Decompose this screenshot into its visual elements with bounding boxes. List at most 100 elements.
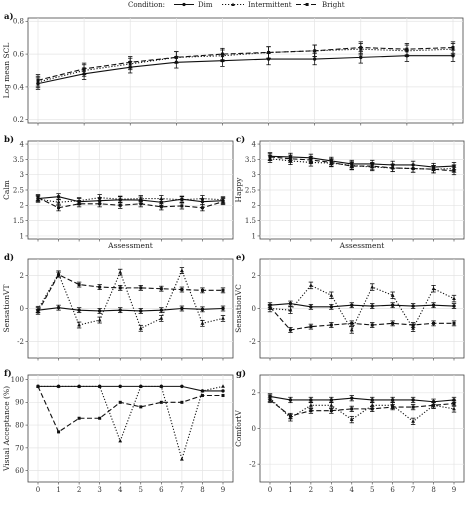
data-point [118, 197, 123, 201]
y-tick-label: 0.6 [13, 50, 25, 58]
data-point [370, 323, 374, 327]
data-point [98, 416, 102, 420]
panel-label: f) [4, 368, 12, 379]
x-tick-label: 0 [36, 486, 40, 494]
x-tick-label: 7 [411, 486, 415, 494]
x-tick-label: 3 [329, 486, 333, 494]
x-tick-label: 8 [431, 486, 435, 494]
data-point [221, 200, 225, 204]
panel-d: -2 0 2 d) SensationVT [2, 252, 234, 361]
data-point [36, 78, 40, 82]
data-point [221, 393, 225, 397]
legend-label-bright: Bright [322, 1, 345, 9]
y-tick-label: 0 [20, 305, 24, 313]
data-point [452, 304, 456, 308]
panel-a: 0.2 0.4 0.6 0.8a) Log mean SCL [2, 11, 464, 126]
y-tick-label: 100 [11, 376, 24, 384]
data-point [159, 384, 164, 388]
y-tick-label: 3 [252, 171, 256, 179]
data-point [57, 430, 61, 434]
data-point [77, 308, 81, 312]
y-tick-label: 2 [20, 272, 24, 280]
panel-label: g) [236, 368, 246, 379]
y-tick-label: 60 [15, 467, 24, 475]
data-point [159, 196, 164, 200]
series-bright [36, 384, 225, 434]
data-point [159, 308, 164, 312]
series-line [37, 386, 223, 433]
data-point [200, 288, 204, 292]
data-point [329, 398, 334, 402]
y-tick-label: 3.5 [245, 156, 256, 164]
data-point [350, 396, 354, 400]
data-point [139, 202, 143, 206]
data-point [268, 305, 272, 309]
data-point [97, 309, 102, 313]
panel-e: -2 0 2 e) SensationVC [234, 252, 465, 361]
data-point [118, 400, 122, 404]
data-point [98, 202, 102, 206]
legend: Condition: Dim Intermittent Bright [128, 1, 345, 9]
x-tick-label: 6 [159, 486, 164, 494]
data-point [159, 287, 163, 291]
x-tick-label: 7 [180, 486, 184, 494]
data-point [432, 321, 436, 325]
panel-g: -2 0 2 0 1 2 3 4 5 6 7 8 9 g) ComfortV [234, 368, 465, 494]
series-line [269, 302, 455, 308]
data-point [180, 400, 184, 404]
data-point [308, 403, 313, 407]
panel-label: c) [236, 134, 245, 145]
data-point [452, 321, 456, 325]
data-point [370, 284, 375, 289]
data-point [118, 438, 123, 443]
x-tick-label: 2 [309, 486, 313, 494]
series-bright [267, 396, 457, 420]
data-point [180, 384, 184, 389]
data-point [118, 384, 122, 389]
y-tick-label: 1 [20, 232, 24, 240]
data-point [77, 416, 81, 420]
y-tick-label: 4 [252, 140, 257, 148]
data-point [159, 316, 164, 320]
x-tick-label: 5 [370, 486, 374, 494]
y-axis-label: SensationVC [234, 284, 243, 333]
data-point [77, 202, 81, 206]
data-point [432, 403, 436, 407]
x-tick-label: 1 [56, 486, 60, 494]
data-point [221, 384, 225, 388]
data-point [370, 407, 374, 411]
x-tick-label: 4 [118, 486, 123, 494]
data-point [57, 206, 61, 210]
data-point [308, 283, 313, 287]
data-point [179, 268, 184, 272]
x-tick-label: 3 [97, 486, 101, 494]
series-line [37, 273, 223, 313]
y-axis-label: SensationVT [2, 285, 11, 333]
data-point [329, 305, 334, 309]
data-point [309, 409, 313, 413]
data-point [411, 304, 415, 308]
y-axis-label: Happy [234, 177, 243, 203]
x-tick-label: 2 [77, 486, 81, 494]
data-point [288, 157, 292, 161]
data-point [180, 204, 184, 208]
data-point [411, 323, 415, 327]
y-axis-label: Visual Acceptance (%) [2, 386, 11, 472]
data-point [329, 409, 333, 413]
y-tick-label: -2 [17, 338, 24, 346]
x-tick-label: 1 [288, 486, 292, 494]
data-point [288, 301, 293, 306]
series-line [37, 48, 454, 83]
data-point [221, 389, 225, 393]
data-point [128, 60, 132, 64]
y-tick-label: 1 [252, 232, 256, 240]
y-tick-label: 0.2 [13, 116, 24, 124]
y-tick-label: 2 [252, 272, 256, 280]
x-tick-label: 8 [200, 486, 204, 494]
data-point [138, 196, 143, 200]
data-point [36, 384, 40, 388]
data-point [312, 57, 317, 61]
panel-frame [27, 374, 234, 483]
data-point [139, 286, 143, 290]
data-point [159, 205, 163, 209]
